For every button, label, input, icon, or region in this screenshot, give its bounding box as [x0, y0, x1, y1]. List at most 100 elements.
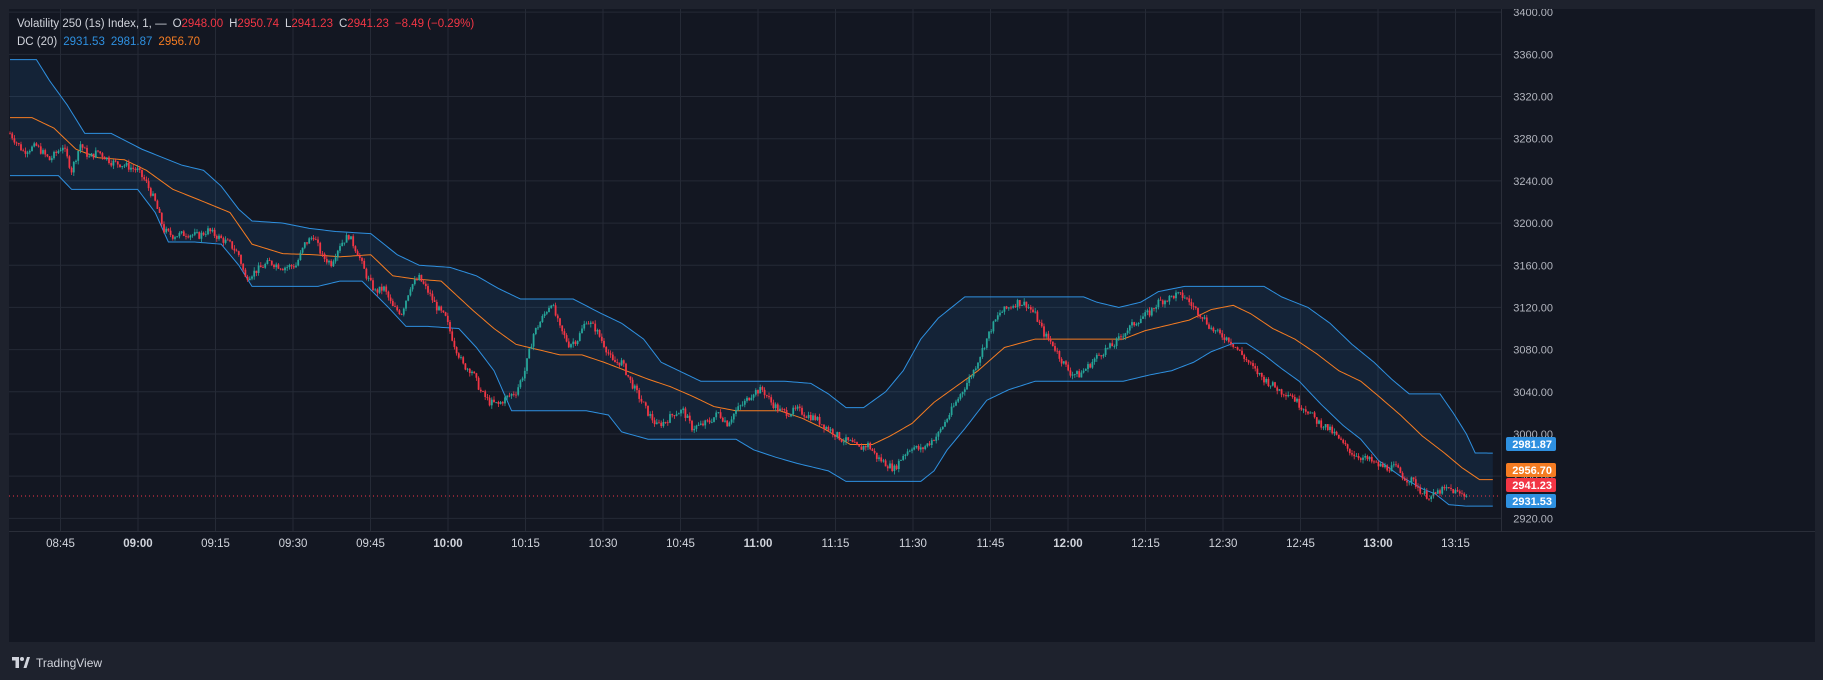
candle[interactable] — [125, 161, 128, 168]
candle[interactable] — [629, 376, 632, 384]
candle[interactable] — [1417, 483, 1419, 492]
candle[interactable] — [26, 150, 29, 158]
candle[interactable] — [400, 313, 403, 316]
candle[interactable] — [237, 250, 240, 257]
candle[interactable] — [686, 413, 689, 418]
candle[interactable] — [383, 285, 385, 292]
candle[interactable] — [99, 151, 102, 155]
candle[interactable] — [882, 458, 885, 463]
candle[interactable] — [134, 167, 137, 173]
candle[interactable] — [658, 419, 660, 424]
candle[interactable] — [1258, 372, 1261, 376]
candle[interactable] — [968, 374, 971, 387]
candle[interactable] — [378, 286, 381, 294]
candle[interactable] — [693, 425, 696, 433]
candle[interactable] — [713, 417, 715, 423]
candle[interactable] — [352, 234, 355, 249]
candle[interactable] — [1029, 304, 1032, 314]
candle[interactable] — [801, 405, 803, 416]
candle[interactable] — [1274, 381, 1276, 389]
candle[interactable] — [1010, 305, 1012, 310]
candle[interactable] — [391, 298, 394, 307]
candle[interactable] — [913, 445, 916, 451]
candle[interactable] — [631, 377, 634, 390]
candle[interactable] — [317, 236, 319, 247]
candle[interactable] — [1447, 487, 1450, 489]
candle[interactable] — [440, 305, 443, 314]
candle[interactable] — [1282, 393, 1285, 398]
candle[interactable] — [1357, 453, 1360, 461]
candle[interactable] — [1428, 498, 1430, 501]
candle[interactable] — [515, 391, 517, 399]
candle[interactable] — [750, 394, 753, 401]
candle[interactable] — [1076, 370, 1078, 377]
candle[interactable] — [1298, 395, 1301, 411]
candle[interactable] — [1214, 330, 1217, 334]
candle[interactable] — [739, 404, 742, 410]
candle[interactable] — [763, 387, 766, 399]
candle[interactable] — [548, 305, 550, 313]
candle[interactable] — [506, 395, 509, 401]
candle[interactable] — [1043, 323, 1045, 340]
candle[interactable] — [438, 305, 440, 311]
candle[interactable] — [1005, 305, 1008, 310]
candle[interactable] — [138, 165, 141, 173]
candle[interactable] — [119, 164, 121, 168]
candle[interactable] — [1102, 353, 1105, 359]
candle[interactable] — [996, 312, 999, 322]
candle[interactable] — [215, 234, 218, 242]
candle[interactable] — [372, 277, 374, 292]
candle[interactable] — [715, 410, 718, 420]
candle[interactable] — [185, 233, 187, 240]
candle[interactable] — [688, 412, 691, 424]
candle[interactable] — [323, 252, 326, 262]
candle[interactable] — [1269, 385, 1272, 389]
candle[interactable] — [420, 274, 423, 282]
candle[interactable] — [1018, 299, 1021, 309]
candle[interactable] — [761, 385, 764, 392]
candle[interactable] — [1355, 452, 1358, 457]
candle[interactable] — [1364, 453, 1367, 461]
candle[interactable] — [1344, 440, 1347, 447]
candle[interactable] — [1208, 322, 1210, 330]
candle[interactable] — [792, 405, 795, 417]
candle[interactable] — [1307, 410, 1309, 415]
candle[interactable] — [1421, 493, 1424, 495]
candle[interactable] — [1353, 450, 1356, 460]
candle[interactable] — [37, 144, 40, 148]
candle[interactable] — [453, 337, 456, 350]
candle[interactable] — [160, 212, 163, 227]
candle[interactable] — [325, 256, 328, 265]
candle[interactable] — [114, 158, 117, 163]
candle[interactable] — [455, 346, 458, 356]
candle[interactable] — [1390, 461, 1393, 472]
candle[interactable] — [961, 391, 964, 398]
candle[interactable] — [985, 338, 988, 350]
candle[interactable] — [1181, 289, 1184, 301]
candle[interactable] — [838, 431, 841, 441]
candle[interactable] — [858, 444, 861, 447]
candle[interactable] — [169, 227, 172, 238]
candle[interactable] — [387, 290, 390, 301]
candle[interactable] — [1287, 391, 1290, 398]
candle[interactable] — [895, 464, 898, 471]
candle[interactable] — [994, 319, 997, 322]
candle[interactable] — [312, 234, 315, 241]
candle[interactable] — [955, 399, 957, 407]
candle[interactable] — [864, 445, 867, 451]
candle[interactable] — [229, 238, 231, 243]
candle[interactable] — [301, 247, 304, 255]
candle[interactable] — [499, 401, 502, 405]
candle[interactable] — [413, 276, 416, 286]
candle[interactable] — [1265, 377, 1268, 385]
candle[interactable] — [361, 256, 363, 265]
candle[interactable] — [790, 413, 792, 418]
candle[interactable] — [116, 161, 119, 168]
candle[interactable] — [917, 444, 920, 451]
candle[interactable] — [200, 230, 203, 243]
candle[interactable] — [831, 427, 834, 438]
candle[interactable] — [35, 142, 38, 147]
candle[interactable] — [721, 416, 724, 423]
candle[interactable] — [609, 350, 612, 358]
candle[interactable] — [1388, 466, 1391, 473]
